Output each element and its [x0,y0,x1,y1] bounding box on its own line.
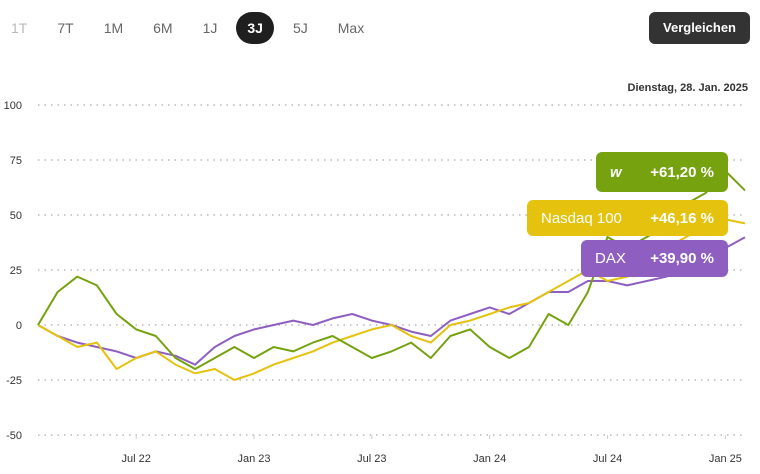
range-tab[interactable]: 5J [292,20,308,36]
end-value: +46,16 % [650,209,714,227]
x-tick-label: Jul 22 [122,453,151,465]
x-tick-label: Jan 25 [709,453,742,465]
range-tab[interactable]: 1M [103,20,124,36]
range-tabs: 1T 7T 1M 6M 1J 3J 5J Max [0,12,383,46]
legend-name: Nasdaq 100 [541,209,622,227]
legend-name: DAX [595,250,626,267]
x-tick-label: Jan 23 [238,453,271,465]
y-tick-label: 25 [10,265,22,277]
legend-name: w [610,163,622,181]
y-tick-label: -50 [6,430,22,442]
range-tab[interactable]: 6M [153,20,173,36]
x-tick-label: Jul 24 [593,453,622,465]
y-tick-label: -25 [6,375,22,387]
y-tick-label: 75 [10,155,22,167]
x-tick-label: Jul 23 [357,453,386,465]
legend-pill: w +61,20 % [596,152,728,192]
range-tab[interactable]: 3J [236,12,274,44]
range-tab[interactable]: 1J [202,20,218,36]
end-value: +39,90 % [650,250,714,267]
x-tick-label: Jan 24 [473,453,506,465]
y-tick-label: 100 [4,100,22,112]
range-tab[interactable]: Max [337,20,365,36]
range-tab[interactable]: 1T [11,20,28,36]
y-tick-label: 0 [16,320,22,332]
y-tick-label: 50 [10,210,22,222]
range-tab[interactable]: 7T [57,20,74,36]
legend-pill: Nasdaq 100 +46,16 % [527,200,728,236]
date-label: Dienstag, 28. Jan. 2025 [628,82,748,94]
compare-button[interactable]: Vergleichen [649,12,750,44]
end-value: +61,20 % [650,163,714,181]
legend-pill: DAX +39,90 % [581,240,728,277]
